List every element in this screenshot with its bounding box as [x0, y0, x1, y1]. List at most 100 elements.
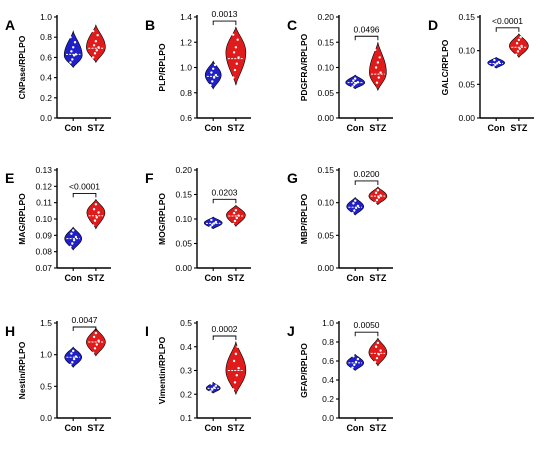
data-point [237, 56, 240, 59]
data-point [356, 80, 360, 84]
data-point [376, 341, 380, 345]
data-point [232, 359, 236, 363]
violin-stz [368, 337, 388, 367]
data-point [214, 384, 218, 387]
data-point [70, 352, 73, 355]
data-point [97, 46, 100, 49]
data-point [519, 36, 522, 39]
data-point [72, 357, 76, 361]
data-point [518, 47, 521, 50]
data-point [374, 191, 378, 195]
y-tick-label: 0.15 [458, 12, 475, 22]
y-axis-label: MOG/RPLPO [157, 193, 167, 245]
data-point [232, 51, 236, 54]
data-point [233, 381, 237, 384]
data-point [236, 345, 239, 348]
data-point [379, 71, 382, 74]
y-tick-label: 0.4 [180, 342, 192, 352]
y-tick-label: 0.1 [180, 413, 192, 423]
data-point [211, 223, 214, 227]
data-point [497, 60, 501, 64]
data-point [353, 209, 356, 212]
y-axis-label: PLP/RPLPO [157, 43, 167, 92]
data-point [91, 56, 95, 59]
violin-stz [225, 26, 247, 86]
data-point [232, 211, 236, 215]
data-point [353, 363, 356, 366]
data-point [520, 44, 523, 48]
data-point [212, 222, 216, 225]
panel-letter: G [287, 170, 298, 186]
y-tick-label: 0.4 [40, 73, 52, 83]
p-value-label: 0.0496 [354, 24, 380, 34]
violin-con [345, 74, 365, 90]
data-point [231, 33, 235, 36]
y-tick-label: 0.2 [322, 394, 334, 404]
y-tick-label: 1.0 [40, 12, 52, 22]
data-point [515, 42, 519, 45]
data-point [233, 68, 237, 72]
data-point [93, 219, 97, 222]
data-point [354, 77, 357, 80]
y-tick-label: 0.12 [35, 181, 52, 191]
y-tick-label: 0.6 [180, 113, 192, 123]
data-point [237, 214, 240, 217]
data-point [69, 363, 72, 366]
data-point [234, 208, 238, 212]
data-point [379, 194, 382, 197]
violin-stz [509, 33, 529, 58]
y-tick-label: 0.15 [317, 37, 334, 47]
x-category-label: STZ [227, 423, 245, 433]
x-category-label: Con [64, 123, 82, 133]
data-point [377, 353, 380, 356]
violin-stz [86, 24, 106, 64]
y-tick-label: 0.00 [175, 263, 192, 273]
data-point [492, 65, 495, 69]
data-point [517, 38, 521, 42]
data-point [353, 83, 356, 86]
x-category-label: Con [64, 273, 82, 283]
significance-bracket [495, 27, 520, 32]
y-axis-label: GALC/RPLPO [440, 39, 450, 95]
significance-bracket [354, 180, 379, 185]
x-category-label: STZ [510, 123, 528, 133]
data-point [69, 61, 72, 64]
data-point [235, 216, 238, 220]
data-point [376, 189, 380, 192]
data-point [72, 239, 76, 242]
y-tick-label: 0.10 [458, 46, 475, 56]
y-tick-label: 1.2 [180, 37, 192, 47]
p-value-label: <0.0001 [69, 181, 100, 191]
data-point [95, 216, 98, 219]
panel-i: I Vimentin/RPLPO 0.1 0.2 0.3 0.4 0.5 Con STZ 0.00… [145, 318, 251, 433]
data-point [211, 388, 214, 391]
data-point [214, 220, 218, 224]
y-tick-label: 0.05 [458, 79, 475, 89]
data-point [70, 50, 73, 53]
data-point [96, 33, 99, 37]
data-point [376, 61, 380, 64]
data-point [69, 36, 72, 39]
significance-bracket [354, 331, 379, 337]
data-point [374, 66, 378, 69]
data-point [69, 245, 72, 248]
data-point [212, 76, 216, 79]
data-point [72, 46, 75, 49]
p-value-label: 0.0047 [72, 315, 98, 325]
y-tick-label: 0.10 [317, 198, 334, 208]
p-value-label: <0.0001 [492, 16, 523, 26]
data-point [211, 80, 214, 83]
y-tick-label: 1.4 [180, 12, 192, 22]
data-point [375, 356, 379, 360]
y-tick-label: 0.20 [175, 165, 192, 175]
y-tick-label: 0.05 [317, 230, 334, 240]
data-point [212, 386, 216, 389]
y-tick-label: 0.10 [317, 63, 334, 73]
data-point [516, 50, 520, 53]
y-axis-label: MAG/RPLPO [17, 193, 27, 245]
data-point [352, 79, 355, 82]
data-point [91, 351, 95, 354]
data-point [354, 206, 358, 210]
